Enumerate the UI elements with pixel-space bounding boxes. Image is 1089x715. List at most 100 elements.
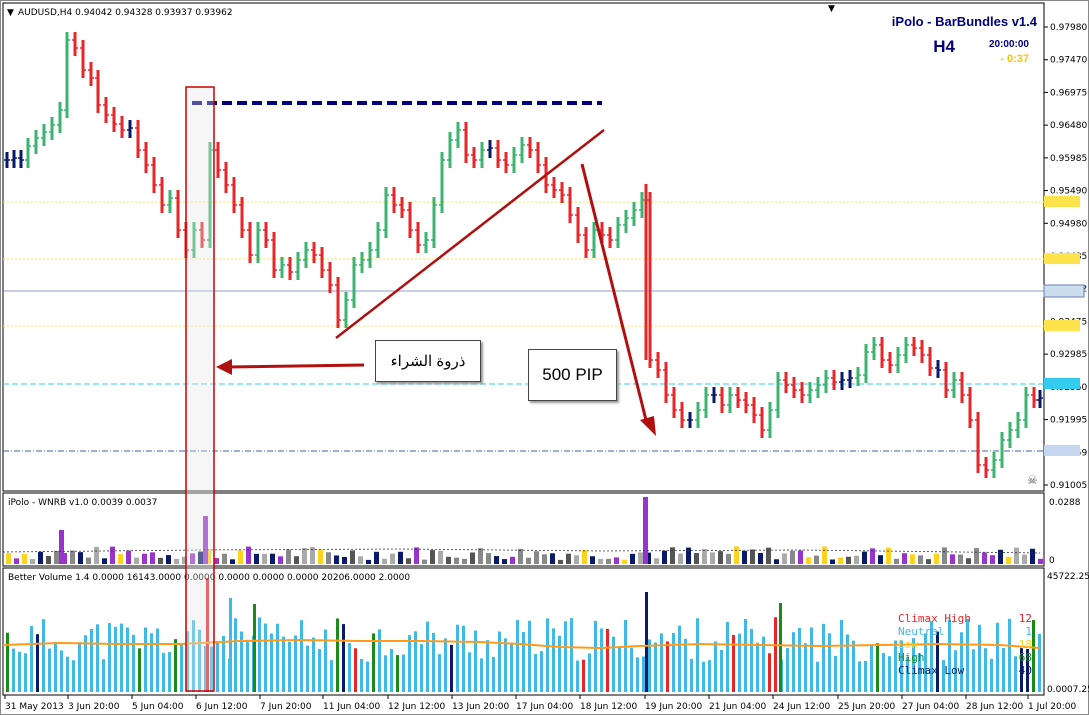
volume-bar bbox=[354, 648, 357, 692]
volume-bar bbox=[360, 659, 363, 692]
volume-bar bbox=[6, 632, 9, 692]
volume-bar bbox=[978, 624, 981, 692]
time-axis-label: 18 Jun 12:00 bbox=[580, 702, 637, 712]
volume-bar bbox=[642, 656, 645, 692]
volume-bar bbox=[229, 598, 232, 692]
wnrb-bar bbox=[366, 559, 371, 564]
volume-bar bbox=[420, 644, 423, 692]
legend-label: Low bbox=[898, 638, 918, 651]
volume-bar bbox=[720, 649, 723, 692]
time-axis-label: 27 Jun 04:00 bbox=[902, 702, 959, 712]
wnrb-bar bbox=[238, 550, 243, 564]
time-axis-label: 13 Jun 20:00 bbox=[452, 702, 509, 712]
price-axis-label: 0.97470 bbox=[1050, 56, 1087, 66]
volume-bar bbox=[366, 661, 369, 692]
wnrb-bar bbox=[630, 553, 635, 564]
volume-bar bbox=[996, 622, 999, 692]
wnrb-bar bbox=[174, 558, 179, 564]
wnrb-bar bbox=[278, 556, 283, 564]
wnrb-bar bbox=[878, 555, 883, 564]
legend-label: Neutral bbox=[898, 625, 944, 638]
volume-bar bbox=[12, 648, 15, 692]
volume-bar bbox=[990, 658, 993, 692]
price-axis-label: 0.94980 bbox=[1050, 219, 1087, 229]
wnrb-bar bbox=[182, 556, 187, 564]
volume-bar bbox=[726, 621, 729, 692]
volume-bar bbox=[648, 639, 651, 692]
volume-bar bbox=[336, 618, 339, 692]
volume-bar bbox=[408, 635, 411, 692]
wnrb-bar bbox=[1022, 554, 1027, 564]
time-axis-label: 7 Jun 20:00 bbox=[260, 702, 312, 712]
volume-bar bbox=[432, 632, 435, 692]
wnrb-header: iPolo - WNRB v1.0 0.0039 0.0037 bbox=[8, 498, 157, 508]
volume-bar bbox=[1014, 656, 1017, 692]
volume-bar bbox=[696, 618, 699, 692]
volume-bar bbox=[1008, 618, 1011, 692]
price-axis-label: 0.97980 bbox=[1050, 23, 1087, 33]
wnrb-bar bbox=[118, 554, 123, 564]
time-axis-label: 31 May 2013 bbox=[5, 702, 64, 712]
volume-bar bbox=[72, 660, 75, 692]
volume-bar bbox=[222, 635, 225, 692]
volume-bar bbox=[960, 632, 963, 692]
wnrb-bar bbox=[462, 558, 467, 564]
volume-bar bbox=[702, 661, 705, 692]
volume-bar bbox=[42, 619, 45, 692]
chart-header-arrow[interactable]: ▼ bbox=[7, 8, 14, 18]
wnrb-bar bbox=[246, 546, 251, 564]
volume-bar bbox=[516, 620, 519, 692]
wnrb-bar bbox=[1006, 556, 1011, 564]
wnrb-bar bbox=[59, 530, 64, 564]
main-price-chart[interactable] bbox=[2, 2, 1045, 492]
level-tags bbox=[1043, 196, 1085, 456]
wnrb-bar bbox=[62, 553, 67, 564]
time-axis-label: 25 Jun 20:00 bbox=[838, 702, 895, 712]
wnrb-bar bbox=[358, 556, 363, 564]
time-axis-label: 24 Jun 12:00 bbox=[773, 702, 830, 712]
countdown: - 0:37 bbox=[1000, 53, 1029, 65]
scroll-marker-icon[interactable]: ▼ bbox=[828, 4, 835, 14]
wnrb-bar bbox=[974, 548, 979, 564]
wnrb-bar bbox=[982, 552, 987, 564]
wnrb-bar bbox=[606, 558, 611, 564]
wnrb-bar bbox=[886, 547, 891, 564]
wnrb-bar bbox=[518, 548, 523, 564]
wnrb-bar bbox=[766, 547, 771, 564]
wnrb-bar bbox=[94, 546, 99, 564]
wnrb-bar bbox=[726, 553, 731, 564]
wnrb-bar bbox=[998, 549, 1003, 564]
wnrb-bar bbox=[662, 550, 667, 564]
wnrb-bar bbox=[262, 553, 267, 564]
wnrb-bar bbox=[22, 553, 27, 564]
skull-icon: ☠ bbox=[1027, 473, 1038, 487]
wnrb-bar bbox=[542, 554, 547, 564]
volume-bar bbox=[870, 645, 873, 692]
wnrb-bar bbox=[1014, 547, 1019, 564]
wnrb-bar bbox=[478, 548, 483, 564]
volume-bar bbox=[546, 618, 549, 692]
wnrb-bar bbox=[38, 551, 43, 564]
volume-bar bbox=[714, 641, 717, 692]
left-arrow bbox=[216, 359, 365, 375]
volume-bar bbox=[744, 619, 747, 692]
volume-bar bbox=[288, 641, 291, 692]
wnrb-bar bbox=[286, 549, 291, 564]
wnrb-bar bbox=[102, 558, 107, 564]
time-axis-label: 17 Jun 04:00 bbox=[516, 702, 573, 712]
time-axis-label: 12 Jun 12:00 bbox=[388, 702, 445, 712]
volume-bar bbox=[264, 623, 267, 692]
time-axis-label: 6 Jun 12:00 bbox=[196, 702, 248, 712]
wnrb-bar bbox=[534, 551, 539, 564]
wnrb-bar bbox=[734, 546, 739, 564]
volume-bar bbox=[306, 645, 309, 692]
buy-peak-label: ذروة الشراء bbox=[375, 340, 481, 382]
wnrb-bar bbox=[414, 547, 419, 564]
legend-label: High bbox=[898, 651, 925, 664]
volume-bar bbox=[906, 657, 909, 692]
volume-bar bbox=[96, 624, 99, 692]
volume-bar bbox=[645, 592, 648, 692]
volume-bar bbox=[834, 655, 837, 692]
wnrb-bar bbox=[750, 549, 755, 564]
wnrb-bar bbox=[78, 552, 83, 564]
